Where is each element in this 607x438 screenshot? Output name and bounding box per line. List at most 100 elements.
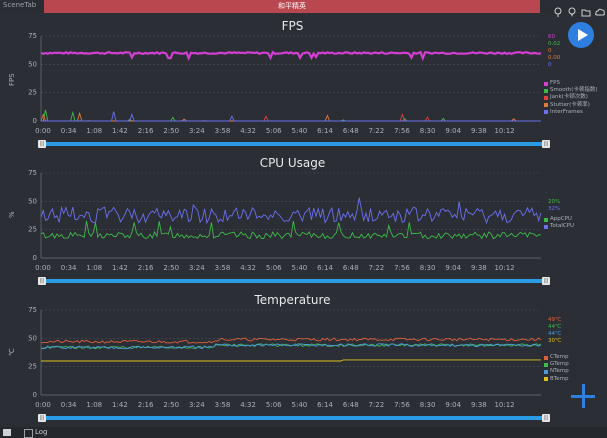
play-button[interactable] (568, 22, 594, 48)
x-tick-label: 7:22 (368, 264, 384, 272)
temp-legend-item[interactable]: GTemp (544, 361, 569, 368)
temp-legend-item[interactable]: BTemp (544, 376, 569, 383)
fps-legend-item[interactable]: Smooth(卡顿指数) (544, 87, 598, 94)
x-tick-label: 7:56 (394, 401, 410, 409)
y-tick-label: 25 (28, 226, 37, 234)
legend-label: NTemp (550, 368, 569, 375)
x-tick-label: 9:38 (471, 264, 487, 272)
temp-legend-item[interactable]: CTemp (544, 354, 569, 361)
fps-legend-item[interactable]: Stutter(卡顿率) (544, 102, 598, 109)
x-tick-label: 2:50 (163, 264, 179, 272)
y-tick-label: 50 (28, 60, 37, 68)
temp-legend-item[interactable]: NTemp (544, 368, 569, 375)
cpu-slider-handle-right[interactable]: ||| (542, 277, 550, 285)
series-line-BTemp (41, 359, 541, 362)
temp-range-slider[interactable]: ||| ||| (38, 414, 550, 422)
fps-slider-track[interactable] (44, 142, 544, 146)
temp-value: 49℃ (548, 317, 562, 323)
x-tick-label: 6:48 (343, 264, 359, 272)
x-tick-label: 1:42 (112, 127, 128, 135)
x-tick-label: 0:34 (61, 401, 77, 409)
cpu-chart: 75 50 25 0 0:00 0:34 1:08 1:42 2:16 2:50 3:24 3:58 4… (28, 169, 542, 272)
x-tick-label: 10:12 (494, 401, 514, 409)
x-tick-label: 1:08 (86, 264, 102, 272)
temp-values: 49℃ 44℃ 44℃ 30℃ (548, 317, 561, 345)
x-tick-label: 1:08 (86, 127, 102, 135)
x-tick-label: 9:04 (445, 127, 461, 135)
fps-legend-item[interactable]: FPS (544, 80, 598, 87)
x-tick-label: 1:08 (86, 401, 102, 409)
legend-swatch (544, 377, 548, 382)
cpu-range-slider[interactable]: ||| ||| (38, 277, 550, 285)
y-tick-label: 75 (28, 169, 37, 177)
fps-chart: 75 50 25 0 0:00 0:34 1:08 1:42 2:16 2:50 3:24 3:58 4… (28, 32, 542, 135)
legend-swatch (544, 217, 548, 222)
add-panel-button[interactable] (571, 384, 595, 408)
folder-icon[interactable] (581, 2, 591, 16)
legend-swatch (544, 224, 548, 229)
legend-label: GTemp (550, 361, 569, 368)
cloud-icon[interactable] (595, 2, 605, 15)
legend-swatch (544, 96, 548, 100)
temp-slider-handle-left[interactable]: ||| (38, 414, 46, 422)
fps-value: 0 (548, 48, 552, 54)
fps-slider-handle-left[interactable]: ||| (38, 140, 46, 148)
temp-value: 44℃ (548, 331, 562, 337)
legend-label: FPS (550, 80, 560, 86)
x-tick-label: 9:04 (445, 264, 461, 272)
temp-value: 30℃ (548, 338, 562, 344)
temp-slider-handle-right[interactable]: ||| (542, 414, 550, 422)
cpu-legend-item[interactable]: AppCPU (544, 216, 574, 223)
x-tick-label: 9:04 (445, 401, 461, 409)
fps-value: 0.00 (548, 55, 561, 61)
y-tick-label: 0 (33, 117, 37, 125)
game-name-bar[interactable]: 和平精英 (44, 0, 540, 13)
x-tick-label: 9:38 (471, 401, 487, 409)
cpu-legend: AppCPU TotalCPU (544, 216, 574, 230)
x-tick-label: 6:14 (317, 401, 333, 409)
cpu-title: CPU Usage (259, 156, 326, 170)
fps-value: 60 (548, 34, 555, 40)
y-tick-label: 0 (33, 254, 37, 262)
x-tick-label: 4:32 (240, 401, 256, 409)
pin-icon[interactable] (567, 2, 577, 17)
y-tick-label: 75 (28, 32, 37, 40)
fps-legend-item[interactable]: Jank(卡顿次数) (544, 94, 598, 101)
image-icon[interactable] (3, 429, 11, 436)
legend-swatch (544, 355, 548, 360)
y-tick-label: 50 (28, 197, 37, 205)
fps-slider-handle-right[interactable]: ||| (542, 140, 550, 148)
y-tick-label: 75 (28, 306, 37, 314)
x-tick-label: 7:56 (394, 264, 410, 272)
cpu-slider-handle-left[interactable]: ||| (38, 277, 46, 285)
x-tick-label: 8:30 (420, 401, 436, 409)
log-label: Log (35, 428, 48, 436)
x-tick-label: 7:22 (368, 401, 384, 409)
y-tick-label: 50 (28, 334, 37, 342)
x-tick-label: 7:56 (394, 127, 410, 135)
fps-range-slider[interactable]: ||| ||| (38, 140, 550, 148)
top-icons (553, 0, 605, 17)
fps-value: 0.02 (548, 41, 561, 47)
y-tick-label: 25 (28, 89, 37, 97)
log-checkbox[interactable] (24, 429, 33, 438)
series-line-InterFrames (41, 111, 541, 122)
cpu-values: 20% 32% (548, 199, 560, 213)
y-tick-label: 0 (33, 391, 37, 399)
fps-legend-item[interactable]: InterFrames (544, 109, 598, 116)
legend-label: BTemp (550, 375, 569, 382)
cpu-slider-track[interactable] (44, 279, 544, 283)
x-tick-label: 2:16 (138, 401, 154, 409)
legend-swatch (544, 103, 548, 108)
x-tick-label: 1:42 (112, 264, 128, 272)
x-tick-label: 6:48 (343, 127, 359, 135)
legend-swatch (544, 81, 548, 86)
cpu-legend-item[interactable]: TotalCPU (544, 223, 574, 230)
series-line-CTemp (40, 337, 542, 344)
x-tick-label: 5:40 (292, 127, 308, 135)
legend-label: TotalCPU (550, 223, 575, 230)
x-tick-label: 2:16 (138, 127, 154, 135)
y-tick-label: 25 (28, 363, 37, 371)
location-icon[interactable] (553, 2, 563, 17)
temp-slider-track[interactable] (44, 416, 544, 420)
